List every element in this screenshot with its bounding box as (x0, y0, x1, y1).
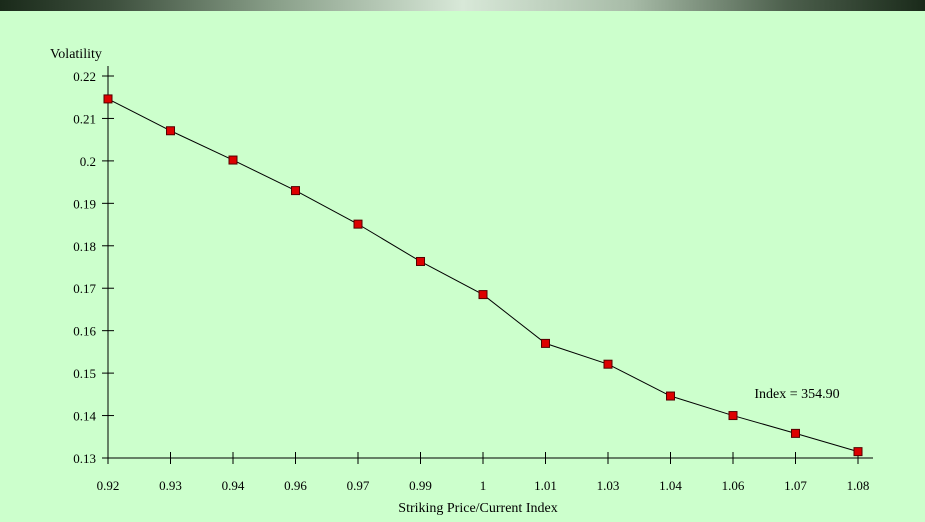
axes: 0.13 0.14 0.15 0.16 0.17 0.18 0.19 0.2 0.21 0.22 0… (73, 66, 873, 493)
y-tick-label: 0.19 (73, 196, 96, 211)
x-tick-label: 0.93 (159, 478, 182, 493)
data-point-marker (228, 155, 238, 165)
data-point-marker (166, 126, 175, 136)
data-point-marker (853, 447, 863, 457)
data-point-marker (728, 411, 738, 421)
data-point-marker (603, 359, 613, 369)
y-tick-label: 0.15 (73, 366, 96, 381)
x-tick-label: 0.99 (409, 478, 432, 493)
y-tick-label: 0.2 (80, 154, 96, 169)
y-tick-label: 0.18 (73, 239, 96, 254)
data-point-marker (478, 290, 488, 300)
series-line (107, 98, 859, 453)
data-point-marker (353, 219, 363, 229)
y-tick-label: 0.21 (73, 111, 96, 126)
data-point-marker (541, 338, 550, 348)
data-point-marker (291, 186, 300, 196)
x-tick-label: 0.97 (347, 478, 370, 493)
x-tick-label: 1.08 (847, 478, 870, 493)
x-tick-label: 1.07 (784, 478, 807, 493)
y-tick-label: 0.22 (73, 69, 96, 84)
data-point-marker (103, 94, 113, 104)
index-annotation: Index = 354.90 (754, 387, 839, 402)
y-tick-label: 0.16 (73, 324, 96, 339)
data-point-marker (416, 256, 425, 266)
y-tick-label: 0.14 (73, 409, 96, 424)
x-tick-label: 1.01 (534, 478, 557, 493)
x-tick-label: 0.94 (222, 478, 245, 493)
data-point-marker (791, 428, 800, 438)
x-tick-label: 1.04 (659, 478, 682, 493)
y-tick-label: 0.13 (73, 451, 96, 466)
x-tick-label: 1 (480, 478, 487, 493)
x-axis-title: Striking Price/Current Index (398, 501, 557, 516)
x-tick-label: 0.96 (284, 478, 307, 493)
x-tick-label: 1.03 (597, 478, 620, 493)
plot-area (103, 94, 863, 457)
y-axis-title: Volatility (50, 47, 102, 62)
y-tick-label: 0.17 (73, 281, 96, 296)
title-bar-gradient (0, 0, 925, 11)
x-tick-label: 1.06 (722, 478, 745, 493)
x-tick-label: 0.92 (97, 478, 120, 493)
data-point-marker (666, 391, 675, 401)
